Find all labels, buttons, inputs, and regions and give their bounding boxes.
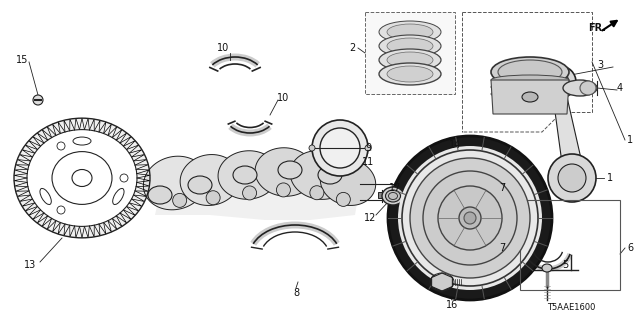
- Circle shape: [548, 154, 596, 202]
- Polygon shape: [155, 155, 360, 220]
- Ellipse shape: [148, 186, 172, 204]
- Text: 11: 11: [362, 157, 374, 167]
- Polygon shape: [431, 273, 452, 291]
- Text: 7: 7: [499, 243, 505, 253]
- Ellipse shape: [491, 89, 569, 99]
- Ellipse shape: [318, 166, 342, 184]
- Circle shape: [312, 120, 368, 176]
- Text: 17: 17: [389, 183, 401, 193]
- Circle shape: [544, 66, 576, 98]
- Bar: [365, 12, 455, 94]
- Bar: [520, 200, 620, 290]
- Text: T5AAE1600: T5AAE1600: [547, 303, 595, 313]
- Text: FR.: FR.: [588, 23, 606, 33]
- Ellipse shape: [379, 35, 441, 57]
- Text: 4: 4: [617, 83, 623, 93]
- Text: 1: 1: [607, 173, 613, 183]
- Circle shape: [173, 193, 187, 207]
- Ellipse shape: [379, 49, 441, 71]
- Ellipse shape: [387, 52, 433, 68]
- Polygon shape: [553, 97, 582, 163]
- Polygon shape: [378, 192, 392, 198]
- Circle shape: [558, 164, 586, 192]
- Text: 9: 9: [365, 143, 371, 153]
- Text: 15: 15: [16, 55, 28, 65]
- Text: 7: 7: [499, 183, 505, 193]
- Ellipse shape: [385, 190, 401, 202]
- Text: 1: 1: [627, 135, 633, 145]
- Ellipse shape: [522, 92, 538, 102]
- Ellipse shape: [410, 158, 530, 278]
- Ellipse shape: [491, 75, 569, 85]
- Ellipse shape: [387, 66, 433, 82]
- Circle shape: [320, 128, 360, 168]
- Ellipse shape: [542, 264, 552, 272]
- Polygon shape: [320, 158, 376, 205]
- Text: 16: 16: [446, 300, 458, 310]
- Ellipse shape: [464, 212, 476, 224]
- Text: 14: 14: [449, 140, 461, 150]
- Ellipse shape: [379, 21, 441, 43]
- Text: 2: 2: [349, 43, 355, 53]
- Ellipse shape: [498, 60, 562, 84]
- Circle shape: [551, 73, 569, 91]
- Text: 5: 5: [562, 260, 568, 270]
- Polygon shape: [290, 151, 350, 199]
- Polygon shape: [180, 155, 240, 205]
- Text: 10: 10: [277, 93, 289, 103]
- Text: 13: 13: [24, 260, 36, 270]
- Text: 8: 8: [293, 288, 299, 298]
- Text: 6: 6: [627, 243, 633, 253]
- Ellipse shape: [402, 150, 538, 286]
- Circle shape: [276, 183, 291, 197]
- Circle shape: [309, 145, 315, 151]
- Ellipse shape: [491, 82, 569, 92]
- Ellipse shape: [382, 187, 404, 205]
- Ellipse shape: [188, 176, 212, 194]
- Ellipse shape: [379, 63, 441, 85]
- Polygon shape: [143, 156, 207, 210]
- Ellipse shape: [233, 166, 257, 184]
- Circle shape: [337, 192, 350, 206]
- Ellipse shape: [423, 171, 517, 265]
- Polygon shape: [218, 151, 278, 199]
- Ellipse shape: [398, 146, 542, 290]
- Circle shape: [206, 191, 220, 205]
- Text: 3: 3: [597, 60, 603, 70]
- Ellipse shape: [14, 118, 150, 238]
- Circle shape: [243, 186, 257, 200]
- Text: 10: 10: [217, 43, 229, 53]
- Polygon shape: [255, 148, 315, 196]
- Ellipse shape: [387, 38, 433, 54]
- Ellipse shape: [388, 136, 552, 300]
- Ellipse shape: [459, 207, 481, 229]
- Ellipse shape: [438, 186, 502, 250]
- Ellipse shape: [27, 130, 137, 227]
- Ellipse shape: [580, 81, 596, 95]
- Ellipse shape: [491, 57, 569, 87]
- Circle shape: [310, 186, 324, 200]
- Ellipse shape: [278, 161, 302, 179]
- Polygon shape: [491, 80, 569, 114]
- Ellipse shape: [563, 80, 597, 96]
- Ellipse shape: [387, 24, 433, 40]
- Circle shape: [33, 95, 43, 105]
- Circle shape: [365, 145, 371, 151]
- Text: 12: 12: [364, 213, 376, 223]
- Ellipse shape: [400, 184, 410, 200]
